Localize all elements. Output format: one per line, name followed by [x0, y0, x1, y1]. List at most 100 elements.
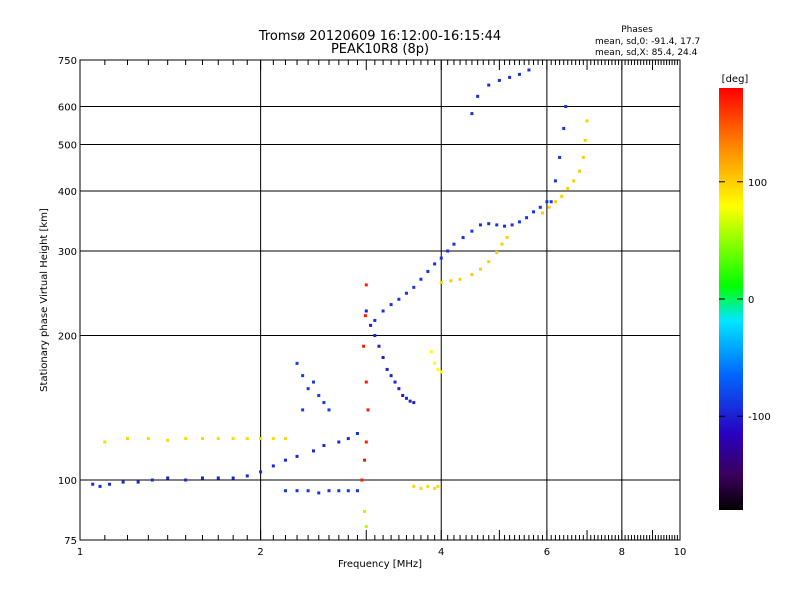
colorbar-tick-label: 0 — [748, 295, 754, 306]
data-point — [452, 242, 456, 246]
plot-frame — [79, 59, 681, 541]
data-point — [500, 242, 504, 246]
data-point — [259, 470, 263, 474]
y-tick-label: 300 — [58, 247, 77, 258]
data-point — [436, 367, 440, 371]
data-point — [487, 260, 491, 264]
y-tick-labels: 75 100 200 300 400 500 600 750 — [58, 56, 77, 547]
data-point — [389, 303, 393, 307]
data-point — [271, 437, 275, 441]
data-point — [426, 269, 430, 273]
data-point — [355, 432, 359, 436]
data-point — [389, 374, 393, 378]
data-point — [393, 380, 397, 384]
data-point — [549, 200, 553, 204]
data-point — [295, 361, 299, 365]
data-point — [585, 119, 589, 123]
data-point — [108, 482, 112, 486]
data-point — [517, 72, 521, 76]
data-point — [439, 370, 443, 374]
data-point — [346, 437, 350, 441]
y-tick-label: 400 — [58, 187, 77, 198]
data-point — [572, 179, 576, 183]
data-point — [412, 484, 416, 488]
data-point — [538, 205, 542, 209]
data-point — [363, 314, 367, 318]
y-tick-label: 500 — [58, 141, 77, 152]
data-point — [495, 250, 499, 254]
data-point — [366, 408, 370, 412]
data-point — [545, 200, 549, 204]
x-axis-label: Frequency [MHz] — [338, 559, 422, 570]
data-point — [301, 374, 305, 378]
data-point — [369, 323, 373, 327]
data-point — [446, 249, 450, 253]
colorbar-tick-label: -100 — [748, 412, 771, 423]
x-tick-label: 10 — [674, 547, 687, 558]
data-point — [487, 222, 491, 226]
data-point — [419, 487, 423, 491]
data-point — [364, 525, 368, 529]
data-point — [283, 458, 287, 462]
phase-info-heading: Phases — [621, 25, 653, 35]
data-point — [470, 273, 474, 277]
x-tick-label: 4 — [438, 547, 444, 558]
data-point — [311, 449, 315, 453]
data-point — [166, 476, 170, 480]
data-point — [216, 437, 220, 441]
data-point — [412, 401, 416, 405]
data-point — [317, 394, 321, 398]
data-point — [558, 155, 562, 159]
data-point — [301, 408, 305, 412]
chart-subtitle: PEAK10R8 (8p) — [331, 42, 429, 57]
data-point — [517, 220, 521, 224]
data-point — [103, 440, 107, 444]
data-point — [508, 75, 512, 79]
phase-info-o: mean, sd,0: -91.4, 17.7 — [595, 37, 700, 47]
data-point — [547, 205, 551, 209]
data-point — [259, 437, 263, 441]
data-point — [439, 256, 443, 260]
data-point — [562, 126, 566, 130]
data-point — [419, 277, 423, 281]
data-point — [478, 267, 482, 271]
data-point — [346, 489, 350, 493]
data-point — [98, 484, 102, 488]
chart-title: Tromsø 20120609 16:12:00-16:15:44 — [258, 29, 501, 44]
data-point — [439, 280, 443, 284]
data-point — [283, 437, 287, 441]
y-tick-label: 750 — [58, 56, 77, 67]
data-point — [150, 478, 154, 482]
data-point — [497, 78, 501, 82]
data-point — [433, 487, 437, 491]
data-point — [404, 396, 408, 400]
data-point — [505, 236, 509, 240]
data-point — [364, 309, 368, 313]
data-point — [283, 489, 287, 493]
data-point — [200, 476, 204, 480]
data-point — [355, 489, 359, 493]
data-point — [560, 194, 564, 198]
data-point — [317, 491, 321, 495]
data-point — [322, 444, 326, 448]
data-point — [404, 291, 408, 295]
data-point — [433, 262, 437, 266]
data-point — [363, 509, 367, 513]
phase-info-x: mean, sd,X: 85.4, 24.4 — [595, 48, 698, 58]
data-point — [216, 476, 220, 480]
data-point — [337, 489, 341, 493]
data-point — [532, 210, 536, 214]
data-point — [401, 394, 405, 398]
y-tick-label: 200 — [58, 332, 77, 343]
data-point — [470, 112, 474, 116]
data-point — [433, 361, 437, 365]
data-point — [363, 458, 367, 462]
data-point — [337, 440, 341, 444]
data-point — [200, 437, 204, 441]
data-point — [478, 223, 482, 227]
data-point — [449, 279, 453, 283]
x-tick-label: 8 — [619, 547, 625, 558]
data-point — [364, 380, 368, 384]
data-point — [245, 437, 249, 441]
